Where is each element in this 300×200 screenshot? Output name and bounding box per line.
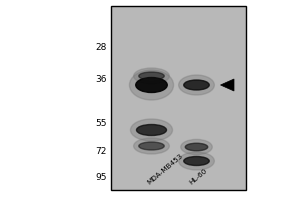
Ellipse shape [184, 80, 209, 90]
Text: 95: 95 [95, 173, 106, 182]
Ellipse shape [139, 72, 164, 80]
Ellipse shape [136, 78, 167, 92]
Text: MDA-MB453: MDA-MB453 [146, 153, 184, 186]
Ellipse shape [184, 156, 209, 166]
Ellipse shape [178, 152, 214, 170]
Text: 55: 55 [95, 119, 106, 129]
Text: HL-60: HL-60 [188, 168, 208, 186]
Polygon shape [220, 79, 234, 91]
Text: 28: 28 [95, 44, 106, 52]
Ellipse shape [181, 139, 212, 155]
Text: 36: 36 [95, 75, 106, 84]
Text: 72: 72 [95, 148, 106, 156]
Ellipse shape [130, 119, 172, 141]
Ellipse shape [130, 70, 174, 100]
Ellipse shape [134, 138, 169, 154]
Bar [111, 6, 246, 190]
Ellipse shape [136, 124, 166, 136]
Ellipse shape [134, 68, 169, 84]
Ellipse shape [139, 142, 164, 150]
Ellipse shape [185, 143, 208, 151]
Ellipse shape [178, 75, 214, 95]
